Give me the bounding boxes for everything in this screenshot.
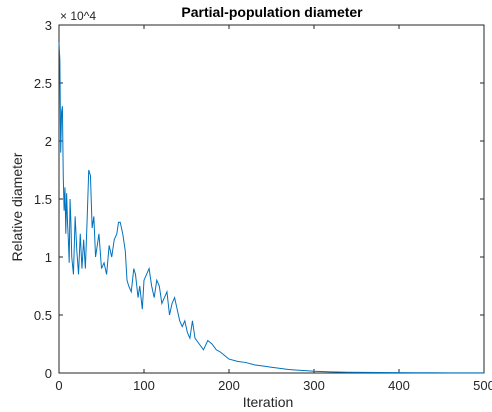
x-tick-label: 100 [133, 378, 155, 393]
y-axis-ticks: 0 0.5 1 1.5 2 2.5 3 [34, 18, 484, 381]
y-axis-exponent: × 10^4 [60, 9, 96, 23]
y-tick-label: 1 [45, 250, 52, 265]
y-tick-label: 2 [45, 134, 52, 149]
x-tick-label: 200 [218, 378, 240, 393]
x-tick-label: 400 [388, 378, 410, 393]
y-tick-label: 0 [45, 366, 52, 381]
y-tick-label: 0.5 [34, 308, 52, 323]
y-axis-label: Relative diameter [9, 152, 25, 261]
chart-title: Partial-population diameter [181, 4, 363, 20]
plot-frame [58, 24, 485, 374]
y-tick-label: 1.5 [34, 192, 52, 207]
plot-area [58, 24, 485, 374]
x-tick-label: 500 [473, 378, 492, 393]
y-tick-label: 3 [45, 18, 52, 33]
x-axis-ticks: 0 100 200 300 400 500 [55, 25, 492, 393]
y-tick-label: 2.5 [34, 76, 52, 91]
x-tick-label: 300 [303, 378, 325, 393]
series-line [58, 42, 485, 374]
x-axis-label: Iteration [243, 394, 294, 410]
x-tick-label: 0 [55, 378, 62, 393]
